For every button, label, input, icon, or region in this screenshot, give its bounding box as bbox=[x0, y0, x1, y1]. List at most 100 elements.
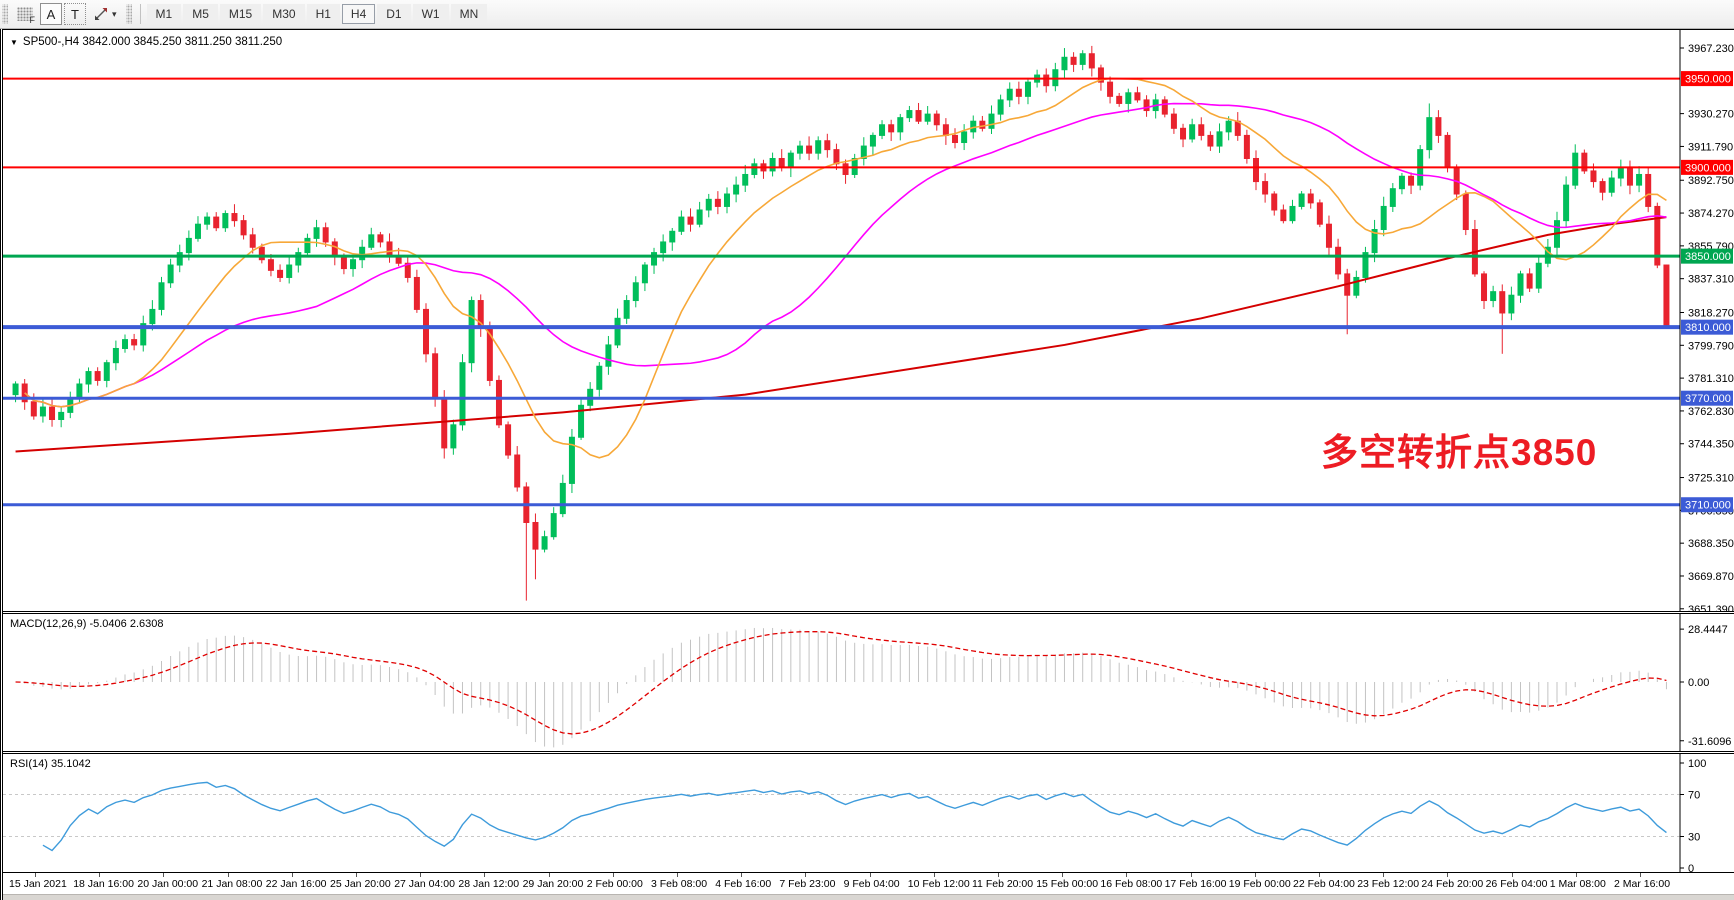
price-badge-text: 3900.000 bbox=[1685, 162, 1731, 174]
macd-chart-surface[interactable]: 28.4447 0.00 -31.6096 bbox=[3, 614, 1734, 751]
time-axis-label: 1 Mar 08:00 bbox=[1549, 878, 1606, 890]
time-axis-label: 2 Feb 00:00 bbox=[586, 878, 643, 890]
time-axis-label: 19 Feb 00:00 bbox=[1228, 878, 1291, 890]
price-tick-label: 3781.310 bbox=[1688, 373, 1734, 385]
symbol-dropdown-icon[interactable]: ▼ bbox=[10, 37, 18, 47]
macd-tick-label: -31.6096 bbox=[1688, 736, 1731, 748]
timeframe-button-h1[interactable]: H1 bbox=[306, 4, 340, 24]
time-axis[interactable]: 15 Jan 2021 18 Jan 16:00 20 Jan 00:00 21 Ja… bbox=[3, 872, 1734, 894]
time-axis-tick bbox=[1447, 873, 1449, 877]
time-axis-tick bbox=[35, 873, 36, 877]
time-axis-tick bbox=[869, 873, 871, 877]
price-badge-text: 3770.000 bbox=[1685, 393, 1731, 405]
timeframe-button-w1[interactable]: W1 bbox=[412, 4, 449, 24]
macd-label: MACD(12,26,9) -5.0406 2.6308 bbox=[10, 618, 164, 630]
price-badge-text: 3950.000 bbox=[1685, 74, 1731, 86]
price-badge-3950.000 bbox=[1681, 71, 1733, 87]
time-axis-label: 15 Feb 00:00 bbox=[1036, 878, 1099, 890]
time-axis-tick bbox=[99, 873, 101, 877]
time-axis-label: 11 Feb 20:00 bbox=[972, 878, 1034, 890]
price-tick-label: 3911.790 bbox=[1688, 141, 1733, 153]
time-axis-label: 16 Feb 08:00 bbox=[1100, 878, 1163, 890]
grid-f-label: F bbox=[29, 15, 36, 25]
toolbar-separator bbox=[139, 4, 141, 24]
diagonal-arrows-icon bbox=[95, 8, 107, 20]
timeframe-button-m1[interactable]: M1 bbox=[146, 4, 182, 24]
candlestick-chart-surface[interactable]: 3967.230 3930.270 3911.790 3892.750 3874.270… bbox=[3, 30, 1734, 612]
text-tool-button[interactable]: T bbox=[64, 3, 86, 25]
time-axis-tick bbox=[291, 873, 293, 877]
price-badge-text: 3850.000 bbox=[1685, 251, 1731, 263]
time-axis-label: 24 Feb 20:00 bbox=[1421, 878, 1484, 890]
panel-splitter-2[interactable] bbox=[3, 751, 1734, 754]
rsi-tick-label: 100 bbox=[1688, 758, 1706, 770]
time-axis-label: 21 Jan 08:00 bbox=[201, 878, 263, 890]
timeframe-button-mn[interactable]: MN bbox=[450, 4, 488, 24]
time-axis-tick bbox=[998, 873, 999, 877]
main-chart-panel[interactable]: 3967.230 3930.270 3911.790 3892.750 3874.270… bbox=[3, 29, 1734, 612]
time-axis-label: 4 Feb 16:00 bbox=[715, 878, 772, 890]
timeframe-button-m5[interactable]: M5 bbox=[183, 4, 218, 24]
time-axis-tick bbox=[1575, 873, 1577, 877]
price-tick-label: 3892.750 bbox=[1688, 175, 1734, 187]
grid-template-button[interactable]: F bbox=[12, 3, 38, 25]
time-axis-label: 3 Feb 08:00 bbox=[651, 878, 708, 890]
price-tick-label: 3967.230 bbox=[1688, 43, 1734, 55]
annotation-a-button[interactable]: A bbox=[40, 3, 62, 25]
time-axis-tick bbox=[1254, 873, 1256, 877]
rsi-tick-label: 70 bbox=[1688, 790, 1700, 802]
rsi-chart-surface[interactable]: 100 70 30 0 bbox=[3, 754, 1734, 872]
time-axis-label: 15 Jan 2021 bbox=[9, 878, 67, 890]
time-axis-label: 23 Feb 12:00 bbox=[1357, 878, 1420, 890]
time-axis-label: 20 Jan 00:00 bbox=[137, 878, 199, 890]
time-axis-tick bbox=[1062, 873, 1064, 877]
time-axis-label: 29 Jan 20:00 bbox=[522, 878, 584, 890]
grid-dots-icon: F bbox=[17, 7, 35, 25]
time-axis-tick bbox=[933, 873, 935, 877]
time-axis-label: 10 Feb 12:00 bbox=[907, 878, 970, 890]
time-axis-label: 28 Jan 12:00 bbox=[458, 878, 520, 890]
time-axis-tick bbox=[1640, 873, 1641, 877]
price-badge-3710.000 bbox=[1681, 497, 1733, 513]
time-axis-tick bbox=[548, 873, 550, 877]
timeframe-button-d1[interactable]: D1 bbox=[377, 4, 411, 24]
rsi-line bbox=[42, 781, 1667, 852]
price-badge-text: 3810.000 bbox=[1685, 322, 1731, 334]
symbol-ohlc-line[interactable]: ▼ SP500-,H4 3842.000 3845.250 3811.250 3… bbox=[10, 36, 282, 48]
timeframe-button-h4[interactable]: H4 bbox=[341, 4, 376, 24]
time-axis-label: 22 Feb 04:00 bbox=[1293, 878, 1355, 890]
macd-panel[interactable]: 28.4447 0.00 -31.6096 MACD(12,26,9) -5.040… bbox=[3, 614, 1734, 751]
symbol-ohlc-text: SP500-,H4 3842.000 3845.250 3811.250 381… bbox=[22, 36, 283, 48]
candlestick-series bbox=[12, 45, 1670, 601]
cursor-dropdown-caret[interactable]: ▾ bbox=[112, 8, 117, 19]
price-tick-label: 3725.310 bbox=[1688, 473, 1734, 485]
time-axis-tick bbox=[612, 873, 614, 877]
toolbar-grip-handle[interactable] bbox=[2, 4, 8, 24]
time-axis-label: 25 Jan 20:00 bbox=[330, 878, 391, 890]
toolbar: F A T ▾ M1 M5 M15 M30 H1 H4 D1 W1 MN bbox=[0, 0, 1734, 29]
timeframe-button-m15[interactable]: M15 bbox=[219, 4, 262, 24]
price-tick-label: 3874.270 bbox=[1688, 208, 1734, 220]
time-axis-tick bbox=[1190, 873, 1192, 877]
chart-text-annotation[interactable]: 多空转折点3850 bbox=[1321, 432, 1598, 473]
time-axis-tick bbox=[677, 873, 678, 877]
ma-fast-line bbox=[24, 77, 1667, 459]
time-axis-tick bbox=[1126, 873, 1128, 877]
time-axis-tick bbox=[420, 873, 422, 877]
time-axis-label: 2 Mar 16:00 bbox=[1614, 878, 1671, 890]
rsi-panel[interactable]: 100 70 30 0 RSI(14) 35.1042 bbox=[3, 754, 1734, 872]
price-tick-label: 3744.350 bbox=[1688, 439, 1734, 451]
price-badge-3770.000 bbox=[1681, 390, 1733, 406]
rsi-tick-label: 0 bbox=[1688, 863, 1694, 872]
timeframe-button-m30[interactable]: M30 bbox=[263, 4, 305, 24]
time-axis-tick bbox=[227, 873, 229, 877]
time-axis-label: 9 Feb 04:00 bbox=[843, 878, 900, 890]
toolbar-grip-handle-2[interactable] bbox=[125, 4, 132, 24]
time-axis-label: 17 Feb 16:00 bbox=[1164, 878, 1227, 890]
time-axis-tick bbox=[1511, 873, 1513, 877]
panel-splitter[interactable] bbox=[3, 611, 1734, 614]
horizontal-scrollbar[interactable] bbox=[3, 894, 1734, 900]
time-axis-tick bbox=[163, 873, 165, 877]
macd-signal-line bbox=[15, 631, 1667, 735]
cursor-tool-button[interactable]: ▾ bbox=[88, 3, 122, 25]
